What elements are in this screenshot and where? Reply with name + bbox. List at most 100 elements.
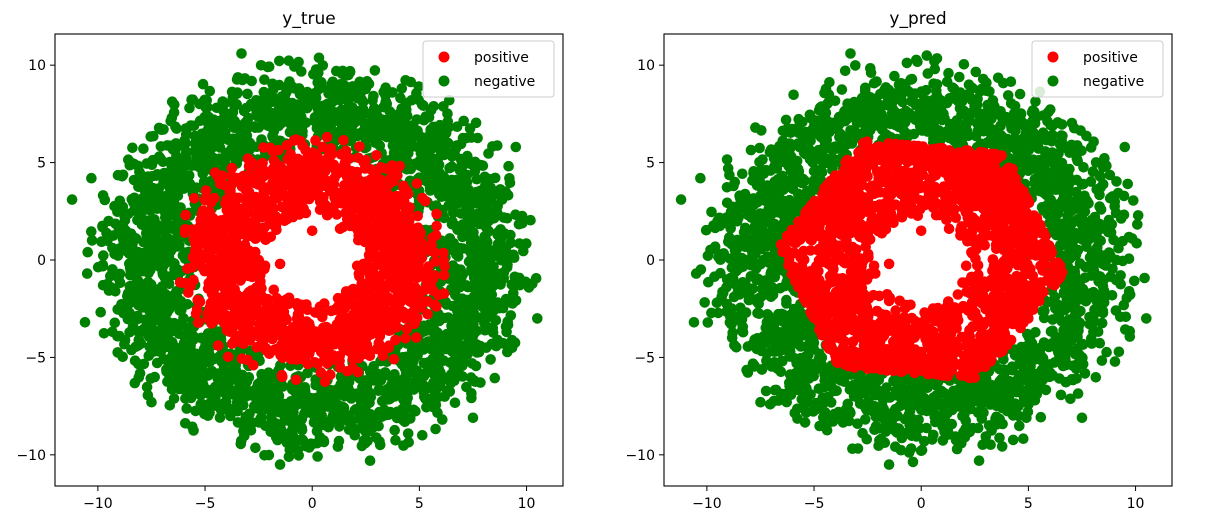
point-positive bbox=[361, 236, 373, 248]
point-positive bbox=[438, 288, 450, 299]
point-negative bbox=[461, 211, 473, 222]
point-positive bbox=[213, 293, 225, 305]
point-negative bbox=[492, 238, 504, 250]
point-positive bbox=[413, 258, 424, 269]
point-negative bbox=[117, 233, 129, 245]
point-positive bbox=[392, 262, 404, 273]
point-negative bbox=[430, 348, 441, 360]
point-negative bbox=[447, 244, 459, 256]
point-negative bbox=[153, 122, 165, 134]
point-negative bbox=[98, 328, 110, 339]
point-positive bbox=[212, 340, 224, 351]
point-negative bbox=[197, 78, 209, 90]
point-positive bbox=[317, 141, 328, 153]
point-positive bbox=[187, 261, 198, 273]
point-negative bbox=[498, 212, 510, 223]
point-negative bbox=[389, 424, 401, 436]
point-negative bbox=[151, 334, 163, 345]
point-negative bbox=[504, 173, 515, 184]
point-negative bbox=[187, 94, 199, 105]
point-negative bbox=[165, 115, 176, 127]
point-negative bbox=[437, 374, 449, 385]
point-negative bbox=[148, 313, 159, 325]
point-positive bbox=[253, 229, 264, 240]
point-negative bbox=[318, 435, 329, 446]
point-negative bbox=[273, 395, 285, 407]
point-positive bbox=[241, 208, 253, 219]
point-positive bbox=[360, 287, 372, 299]
point-negative bbox=[276, 91, 288, 102]
point-negative bbox=[379, 117, 391, 129]
point-negative bbox=[335, 379, 346, 390]
point-negative bbox=[788, 89, 799, 101]
point-negative bbox=[142, 245, 154, 257]
point-positive bbox=[290, 322, 302, 334]
point-positive bbox=[411, 178, 423, 189]
point-negative bbox=[132, 310, 143, 322]
point-positive bbox=[265, 142, 276, 154]
point-positive bbox=[438, 255, 450, 267]
point-negative bbox=[432, 153, 444, 164]
point-negative bbox=[356, 422, 367, 434]
point-negative bbox=[402, 428, 414, 439]
point-negative bbox=[479, 325, 491, 336]
point-negative bbox=[433, 129, 445, 141]
point-negative bbox=[487, 327, 499, 338]
point-positive bbox=[313, 183, 324, 195]
point-positive bbox=[246, 157, 258, 168]
y-tick-label: −10 bbox=[16, 448, 46, 464]
point-negative bbox=[221, 375, 232, 387]
point-positive bbox=[200, 185, 212, 196]
point-positive bbox=[185, 224, 197, 236]
point-negative bbox=[202, 402, 214, 414]
point-positive bbox=[208, 221, 219, 233]
point-negative bbox=[380, 98, 391, 110]
point-negative bbox=[174, 305, 185, 316]
point-positive bbox=[334, 223, 346, 235]
y-tick-label: 5 bbox=[37, 156, 46, 172]
point-negative bbox=[467, 253, 478, 264]
point-negative bbox=[721, 154, 733, 165]
point-positive bbox=[290, 177, 301, 189]
point-positive bbox=[422, 308, 433, 320]
point-negative bbox=[366, 110, 377, 121]
point-negative bbox=[396, 106, 407, 118]
point-negative bbox=[204, 85, 216, 97]
point-negative bbox=[171, 123, 182, 134]
point-positive bbox=[356, 307, 367, 318]
point-negative bbox=[986, 425, 997, 436]
point-negative bbox=[152, 235, 163, 247]
point-negative bbox=[255, 60, 267, 71]
point-negative bbox=[453, 186, 464, 197]
point-negative bbox=[400, 75, 411, 86]
point-negative bbox=[112, 206, 123, 218]
point-positive bbox=[372, 259, 383, 271]
point-negative bbox=[451, 263, 463, 275]
point-negative bbox=[241, 102, 252, 114]
point-negative bbox=[312, 407, 324, 418]
point-negative bbox=[197, 371, 208, 383]
point-negative bbox=[164, 358, 175, 370]
point-positive bbox=[276, 321, 288, 333]
point-positive bbox=[304, 181, 315, 193]
point-negative bbox=[462, 299, 474, 310]
point-positive bbox=[351, 260, 363, 272]
point-positive bbox=[273, 144, 284, 156]
point-negative bbox=[418, 369, 429, 381]
point-negative bbox=[467, 330, 478, 341]
point-positive bbox=[306, 225, 318, 237]
point-negative bbox=[199, 94, 210, 106]
point-positive bbox=[388, 353, 400, 365]
point-negative bbox=[450, 143, 462, 154]
point-positive bbox=[354, 195, 366, 206]
point-positive bbox=[438, 269, 450, 281]
point-negative bbox=[408, 141, 420, 152]
point-negative bbox=[309, 96, 321, 108]
point-negative bbox=[948, 83, 960, 95]
point-positive bbox=[248, 295, 259, 307]
y-true-legend: positive negative bbox=[422, 40, 555, 98]
point-positive bbox=[349, 335, 360, 346]
point-negative bbox=[699, 297, 710, 308]
point-negative bbox=[344, 120, 356, 131]
point-positive bbox=[310, 135, 321, 146]
